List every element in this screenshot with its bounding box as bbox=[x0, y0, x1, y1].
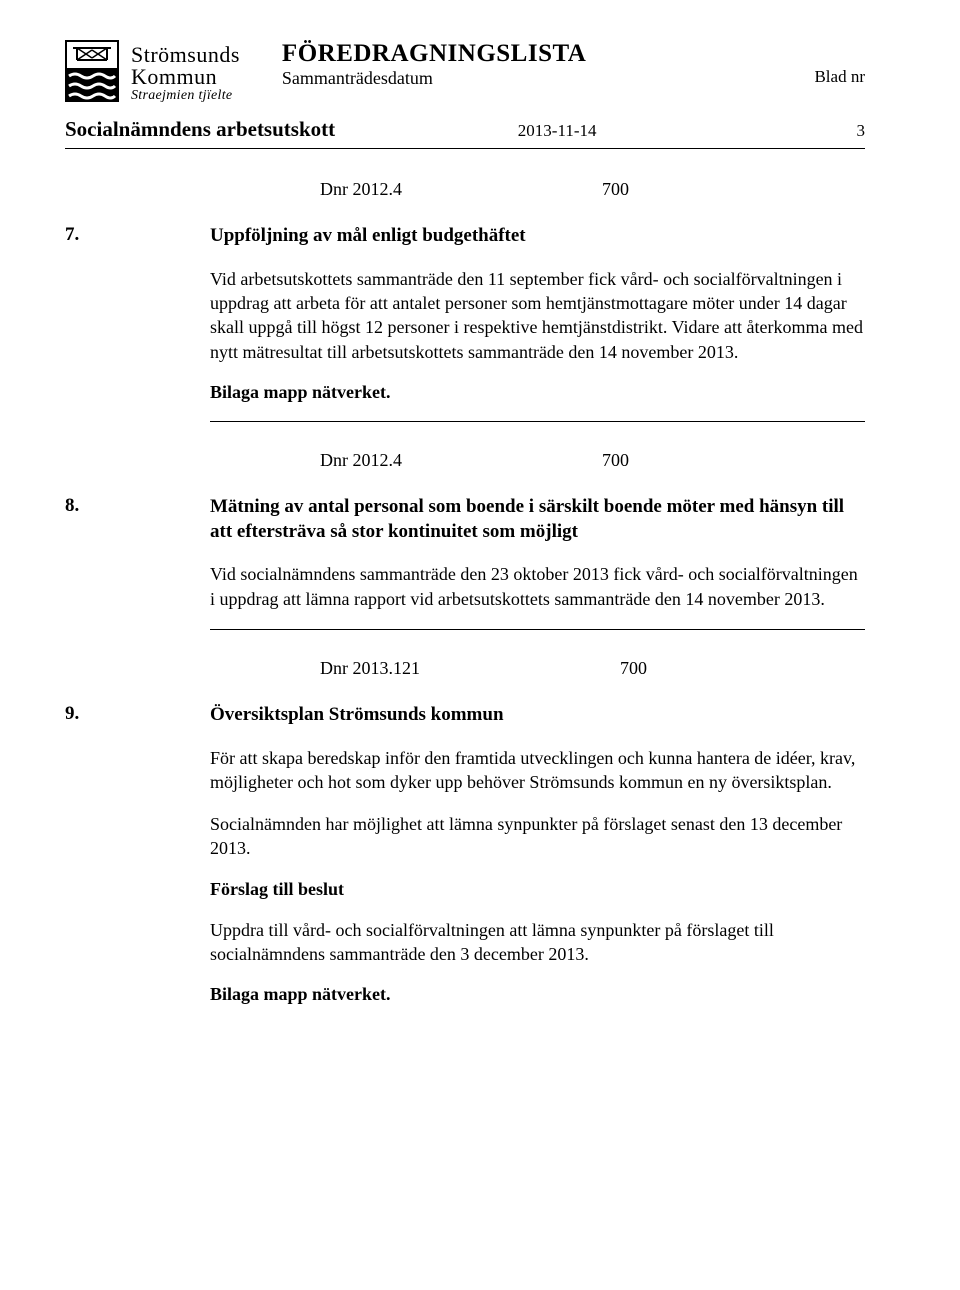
agenda-item: 7. Uppföljning av mål enligt budgethäfte… bbox=[210, 224, 865, 422]
item-paragraph: Socialnämnden har möjlighet att lämna sy… bbox=[210, 812, 865, 861]
dnr-code: 700 bbox=[620, 658, 647, 679]
page-number: 3 bbox=[857, 121, 866, 141]
item-paragraph: För att skapa beredskap inför den framti… bbox=[210, 746, 865, 795]
committee-name: Socialnämndens arbetsutskott bbox=[65, 117, 335, 142]
item-paragraph: Vid socialnämndens sammanträde den 23 ok… bbox=[210, 562, 865, 611]
item-paragraph: Vid arbetsutskottets sammanträde den 11 … bbox=[210, 267, 865, 364]
dnr-code: 700 bbox=[602, 450, 629, 471]
dnr-row: Dnr 2013.121 700 bbox=[320, 658, 865, 679]
item-number: 9. bbox=[65, 703, 115, 725]
item-number: 8. bbox=[65, 495, 115, 517]
agenda-item: 9. Översiktsplan Strömsunds kommun För a… bbox=[210, 703, 865, 1005]
proposal-label: Förslag till beslut bbox=[210, 879, 865, 900]
item-divider bbox=[210, 421, 865, 422]
agenda-item: 8. Mätning av antal personal som boende … bbox=[210, 495, 865, 630]
dnr: Dnr 2013.121 bbox=[320, 658, 420, 679]
attachment-label: Bilaga mapp nätverket. bbox=[210, 382, 865, 403]
content: Dnr 2012.4 700 7. Uppföljning av mål enl… bbox=[65, 179, 865, 1005]
document-title: FÖREDRAGNINGSLISTA bbox=[282, 40, 865, 68]
header: Strömsunds Kommun Straejmien tjïelte FÖR… bbox=[65, 40, 865, 107]
header-rule bbox=[65, 148, 865, 149]
org-name-line3: Straejmien tjïelte bbox=[131, 88, 240, 104]
dnr-row: Dnr 2012.4 700 bbox=[320, 179, 865, 200]
dnr: Dnr 2012.4 bbox=[320, 450, 402, 471]
municipality-logo bbox=[65, 40, 119, 107]
dnr-row: Dnr 2012.4 700 bbox=[320, 450, 865, 471]
dnr: Dnr 2012.4 bbox=[320, 179, 402, 200]
subheader: Socialnämndens arbetsutskott 2013-11-14 … bbox=[65, 117, 865, 142]
dnr-code: 700 bbox=[602, 179, 629, 200]
item-number: 7. bbox=[65, 224, 115, 246]
item-divider bbox=[210, 629, 865, 630]
meeting-date: 2013-11-14 bbox=[490, 121, 597, 141]
item-title: Mätning av antal personal som boende i s… bbox=[210, 495, 865, 544]
proposal-text: Uppdra till vård- och socialförvaltninge… bbox=[210, 918, 865, 967]
item-title: Uppföljning av mål enligt budgethäftet bbox=[210, 224, 865, 249]
municipality-name: Strömsunds Kommun Straejmien tjïelte bbox=[131, 40, 240, 104]
item-title: Översiktsplan Strömsunds kommun bbox=[210, 703, 865, 728]
attachment-label: Bilaga mapp nätverket. bbox=[210, 984, 865, 1005]
